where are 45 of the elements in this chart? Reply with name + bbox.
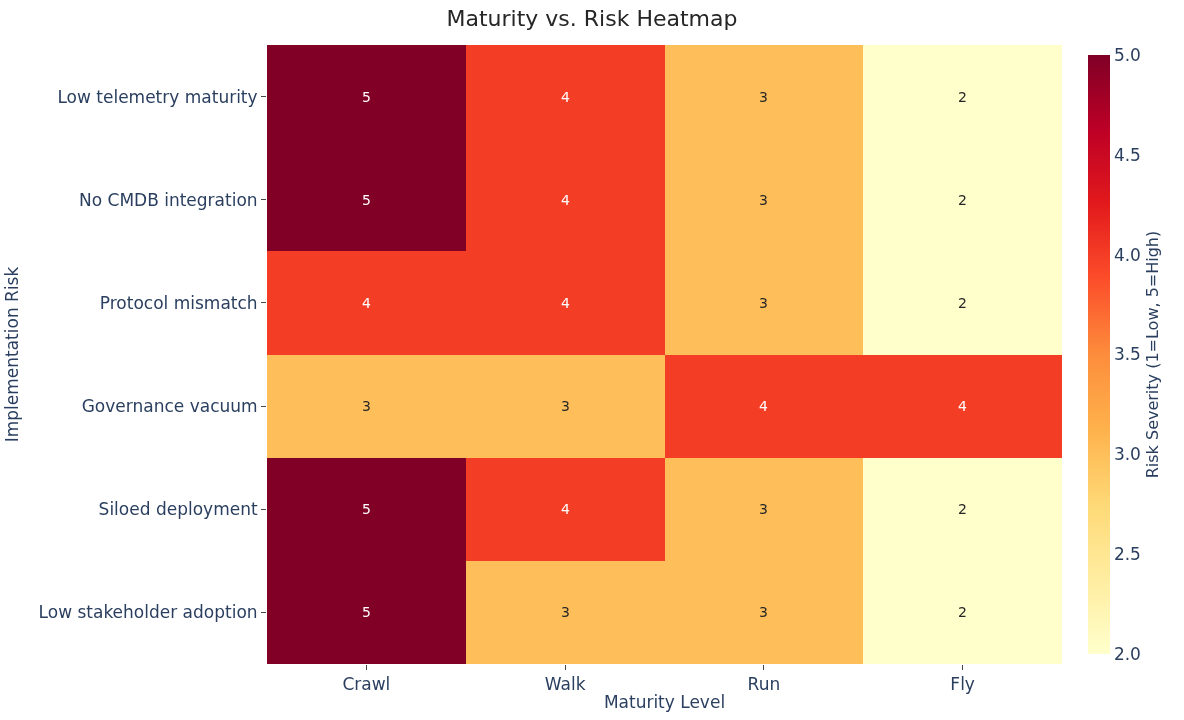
color-bar-label: 2.0	[1113, 643, 1141, 664]
data-label: 2	[958, 192, 967, 208]
data-label: 3	[759, 89, 768, 105]
y-tick-label: No CMDB integration	[78, 189, 258, 210]
data-label: 2	[958, 295, 967, 311]
data-label: 3	[759, 295, 768, 311]
data-label: 3	[561, 398, 570, 414]
data-label: 4	[362, 295, 371, 311]
y-tick-label: Protocol mismatch	[99, 292, 258, 313]
data-label: 3	[561, 604, 570, 620]
data-label: 5	[362, 501, 371, 517]
data-label: 4	[958, 398, 967, 414]
x-tick-label: Crawl	[342, 674, 391, 695]
data-label: 3	[759, 501, 768, 517]
data-label: 4	[561, 501, 570, 517]
data-label: 2	[958, 501, 967, 517]
x-tick-label: Walk	[544, 674, 586, 695]
color-bar-label: 4.0	[1113, 244, 1141, 265]
data-label: 3	[759, 192, 768, 208]
data-label: 4	[759, 398, 768, 414]
data-label: 2	[958, 89, 967, 105]
data-label: 3	[759, 604, 768, 620]
x-tick-label: Run	[747, 674, 781, 695]
color-bar-label: 5.0	[1113, 44, 1141, 65]
data-label: 5	[362, 192, 371, 208]
color-bar-label: 2.5	[1113, 544, 1141, 565]
data-label: 4	[561, 89, 570, 105]
data-label: 5	[362, 89, 371, 105]
data-label: 2	[958, 604, 967, 620]
data-label: 5	[362, 604, 371, 620]
color-bar-label: 4.5	[1113, 144, 1141, 165]
x-tick-label: Fly	[950, 674, 975, 695]
y-tick-label: Low stakeholder adoption	[38, 602, 258, 623]
color-bar-label: 3.0	[1113, 444, 1141, 465]
x-axis-title: Maturity Level	[603, 691, 726, 712]
y-tick-label: Low telemetry maturity	[57, 86, 258, 107]
data-label: 3	[362, 398, 371, 414]
y-tick-label: Governance vacuum	[81, 396, 258, 417]
y-tick-label: Siloed deployment	[98, 499, 258, 520]
data-label: 4	[561, 295, 570, 311]
data-label: 4	[561, 192, 570, 208]
chart-title: Maturity vs. Risk Heatmap	[446, 6, 738, 32]
color-bar-title: Risk Severity (1=Low, 5=High)	[1142, 230, 1162, 479]
color-bar-label: 3.5	[1113, 344, 1141, 365]
y-axis-title: Implementation Risk	[2, 266, 23, 443]
